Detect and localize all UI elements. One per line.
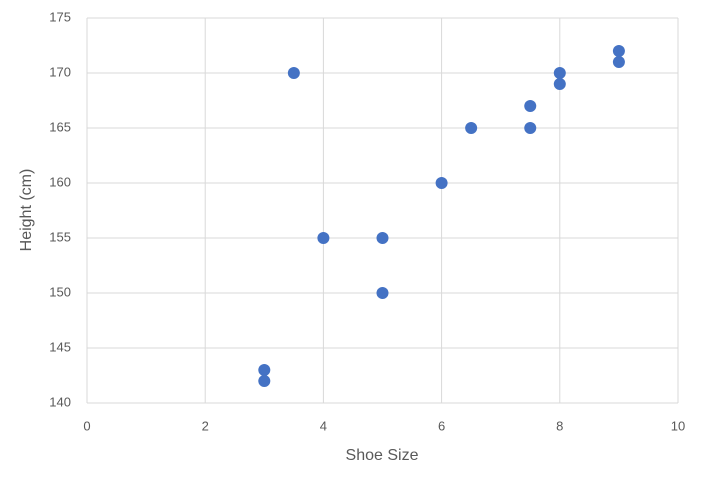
point <box>553 78 566 90</box>
x-tick-label: 2 <box>202 418 209 433</box>
x-tick-label: 6 <box>438 418 445 433</box>
point <box>258 375 271 387</box>
point <box>524 100 537 112</box>
y-tick-label: 140 <box>49 394 71 409</box>
y-tick-label: 150 <box>49 284 71 299</box>
y-tick-label: 145 <box>49 339 71 354</box>
point <box>376 232 389 244</box>
y-axis-title: Height (cm) <box>18 169 35 252</box>
x-tick-label: 4 <box>320 418 327 433</box>
y-tick-label: 175 <box>49 9 71 24</box>
y-tick-label: 160 <box>49 174 71 189</box>
point <box>317 232 330 244</box>
point <box>465 122 478 134</box>
point <box>435 177 448 189</box>
x-tick-label: 10 <box>671 418 685 433</box>
x-tick-label: 0 <box>83 418 90 433</box>
point <box>612 56 625 68</box>
point <box>258 364 271 376</box>
y-tick-label: 155 <box>49 229 71 244</box>
x-tick-label: 8 <box>556 418 563 433</box>
point <box>553 67 566 79</box>
y-tick-label: 165 <box>49 119 71 134</box>
y-tick-label: 170 <box>49 64 71 79</box>
point <box>524 122 537 134</box>
x-axis-title: Shoe Size <box>346 447 419 464</box>
point <box>376 287 389 299</box>
point <box>612 45 625 57</box>
point <box>287 67 300 79</box>
